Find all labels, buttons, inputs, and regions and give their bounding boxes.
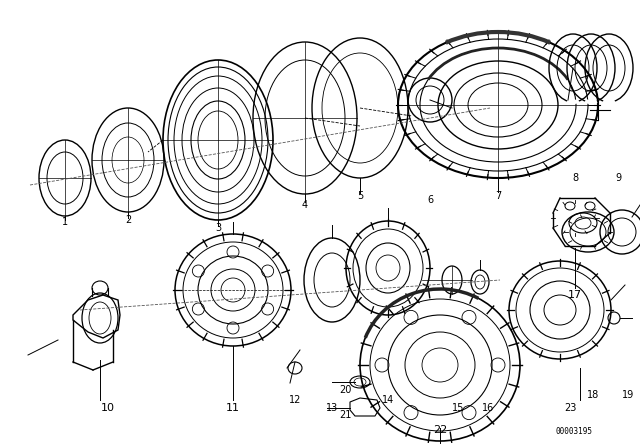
Text: 22: 22	[433, 425, 447, 435]
Text: 14: 14	[382, 395, 394, 405]
Text: 2: 2	[125, 215, 131, 225]
Text: 20: 20	[339, 385, 351, 395]
Text: 8: 8	[572, 173, 578, 183]
Text: 00003195: 00003195	[555, 427, 592, 436]
Text: 17: 17	[568, 290, 582, 300]
Text: 5: 5	[357, 191, 363, 201]
Text: 16: 16	[482, 403, 494, 413]
Text: 6: 6	[427, 195, 433, 205]
Text: 18: 18	[587, 390, 599, 400]
Text: 21: 21	[339, 410, 351, 420]
Text: 19: 19	[622, 390, 634, 400]
Text: 9: 9	[615, 173, 621, 183]
Text: 23: 23	[564, 403, 576, 413]
Text: 15: 15	[452, 403, 464, 413]
Text: 13: 13	[326, 403, 338, 413]
Text: 1: 1	[62, 217, 68, 227]
Text: 3: 3	[215, 223, 221, 233]
Text: 12: 12	[289, 395, 301, 405]
Text: 7: 7	[495, 191, 501, 201]
Text: 10: 10	[101, 403, 115, 413]
Text: 11: 11	[226, 403, 240, 413]
Text: 4: 4	[302, 200, 308, 210]
